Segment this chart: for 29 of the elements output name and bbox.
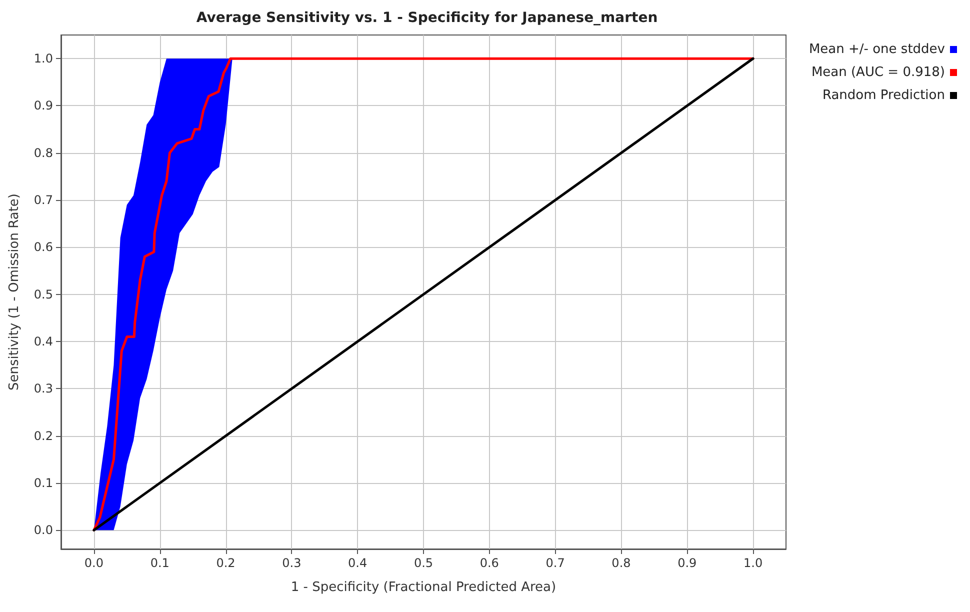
y-tick-label: 0.5 (34, 287, 53, 302)
x-tick-label: 0.4 (348, 556, 368, 570)
y-tick-label: 0.8 (34, 146, 53, 160)
y-tick-label: 0.1 (34, 476, 53, 490)
chart-title: Average Sensitivity vs. 1 - Specificity for Japanese_marten (196, 10, 658, 26)
y-tick-label: 0.2 (34, 428, 53, 443)
x-axis-title: 1 - Specificity (Fractional Predicted Area) (290, 580, 556, 595)
y-tick-label: 0.4 (34, 334, 53, 349)
x-tick-label: 0.0 (84, 556, 104, 570)
y-tick-label: 1.0 (34, 52, 53, 66)
legend-label: Random Prediction (822, 88, 945, 103)
x-tick-label: 0.5 (414, 556, 434, 570)
legend-label: Mean +/- one stddev (808, 42, 946, 57)
x-tick-label: 0.1 (150, 556, 170, 570)
y-tick-label: 0.7 (34, 193, 53, 208)
x-tick-label: 0.2 (216, 556, 236, 570)
x-tick-label: 0.7 (546, 556, 565, 570)
line-series (92, 57, 754, 532)
x-tick-label: 0.6 (480, 556, 499, 570)
y-axis-title: Sensitivity (1 - Omission Rate) (7, 194, 22, 390)
x-tick-label: 1.0 (744, 556, 763, 570)
y-tick-label: 0.6 (34, 240, 53, 254)
y-tick-label: 0.3 (34, 382, 53, 396)
legend-label: Mean (AUC = 0.918) (811, 65, 945, 80)
x-tick-label: 0.3 (282, 556, 302, 570)
x-tick-label: 0.8 (612, 556, 631, 570)
x-tick-label: 0.9 (678, 556, 697, 570)
y-tick-label: 0.0 (34, 523, 53, 538)
y-tick-label: 0.9 (34, 98, 53, 113)
